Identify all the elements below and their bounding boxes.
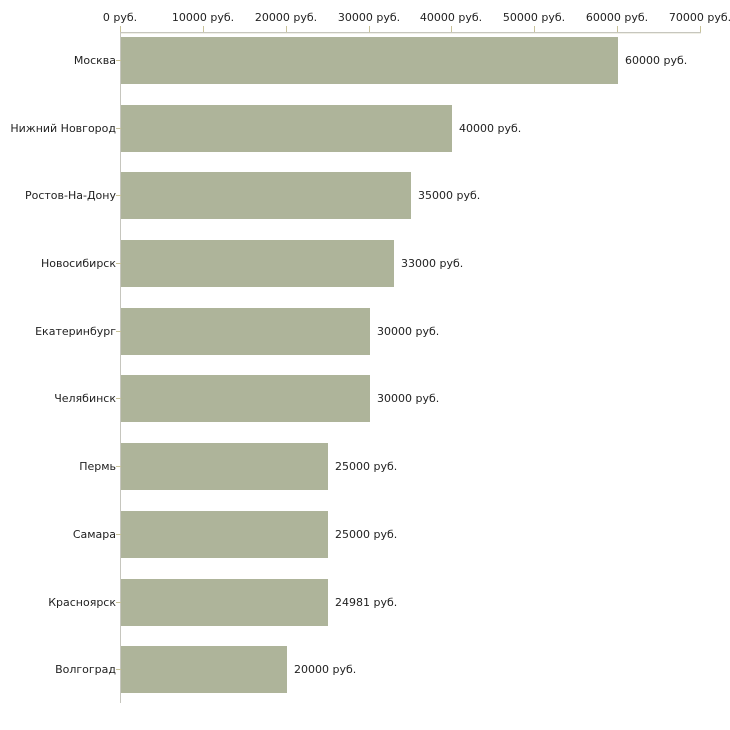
category-tick-mark (116, 669, 121, 671)
category-label: Самара (72, 527, 116, 541)
category-label: Нижний Новгород (10, 121, 116, 135)
bar-value-label: 35000 руб. (418, 189, 481, 203)
category-label: Ростов-На-Дону (24, 189, 116, 203)
x-axis-line-highlight (120, 33, 701, 34)
x-tick-mark (286, 26, 287, 32)
x-tick-label: 60000 руб. (585, 11, 649, 24)
x-tick-mark (451, 26, 452, 32)
category-tick-mark (116, 60, 121, 61)
x-tick-mark (617, 26, 618, 32)
x-tick-mark (369, 26, 370, 32)
x-tick-label: 40000 руб. (419, 11, 483, 24)
bar (121, 240, 394, 288)
bar (121, 510, 328, 558)
bar (121, 646, 287, 694)
category-tick-mark (116, 398, 121, 400)
bar (121, 443, 328, 491)
bar-value-label: 30000 руб. (377, 392, 440, 406)
category-tick-mark (116, 533, 121, 535)
bar (121, 578, 328, 626)
x-tick-label: 0 руб. (102, 11, 138, 24)
x-axis-line (120, 32, 701, 33)
x-tick-label: 30000 руб. (337, 11, 401, 24)
x-tick-label: 10000 руб. (171, 11, 235, 24)
x-tick-label: 50000 руб. (502, 11, 566, 24)
chart-row: Пермь 25000 руб. (0, 439, 730, 507)
category-tick-mark (116, 330, 121, 332)
chart-row: Волгоград 20000 руб. (0, 642, 730, 710)
category-tick-mark (116, 195, 121, 197)
category-label: Москва (73, 54, 116, 67)
chart-row: Красноярск 24981 руб. (0, 575, 730, 643)
bar (121, 375, 370, 423)
bar-value-label: 60000 руб. (625, 54, 688, 67)
bar-value-label: 20000 руб. (294, 663, 357, 677)
chart-row: Екатеринбург 30000 руб. (0, 304, 730, 372)
chart-row: Новосибирск 33000 руб. (0, 236, 730, 304)
chart-row: Нижний Новгород 40000 руб. (0, 101, 730, 169)
chart-row: Москва 60000 руб. (0, 33, 730, 101)
category-label: Волгоград (55, 663, 116, 677)
chart-row: Самара 25000 руб. (0, 507, 730, 575)
bar-value-label: 30000 руб. (377, 324, 440, 338)
bar-value-label: 25000 руб. (335, 460, 398, 474)
y-axis-line (120, 32, 121, 703)
bar-value-label: 40000 руб. (459, 121, 522, 135)
bar-value-label: 25000 руб. (335, 527, 398, 541)
chart-row: Челябинск 30000 руб. (0, 371, 730, 439)
x-tick-mark (700, 26, 701, 32)
plot-area: Москва 60000 руб. Нижний Новгород 40000 … (0, 33, 730, 710)
category-label: Красноярск (48, 595, 116, 609)
bar-value-label: 24981 руб. (335, 595, 398, 609)
category-label: Новосибирск (40, 257, 116, 271)
category-tick-mark (116, 466, 121, 468)
category-label: Пермь (79, 460, 116, 474)
x-tick-mark (203, 26, 204, 32)
category-tick-mark (116, 263, 121, 265)
category-label: Челябинск (54, 392, 116, 406)
chart-row: Ростов-На-Дону 35000 руб. (0, 168, 730, 236)
bar (121, 104, 452, 152)
x-tick-label: 20000 руб. (254, 11, 318, 24)
bar (121, 307, 370, 355)
category-label: Екатеринбург (35, 324, 116, 338)
category-tick-mark (116, 127, 121, 129)
category-tick-mark (116, 601, 121, 603)
x-tick-mark (120, 26, 121, 32)
bar-value-label: 33000 руб. (401, 257, 464, 271)
x-tick-mark (534, 26, 535, 32)
bar (121, 37, 618, 84)
x-tick-label: 70000 руб. (668, 11, 730, 24)
bar (121, 172, 411, 220)
